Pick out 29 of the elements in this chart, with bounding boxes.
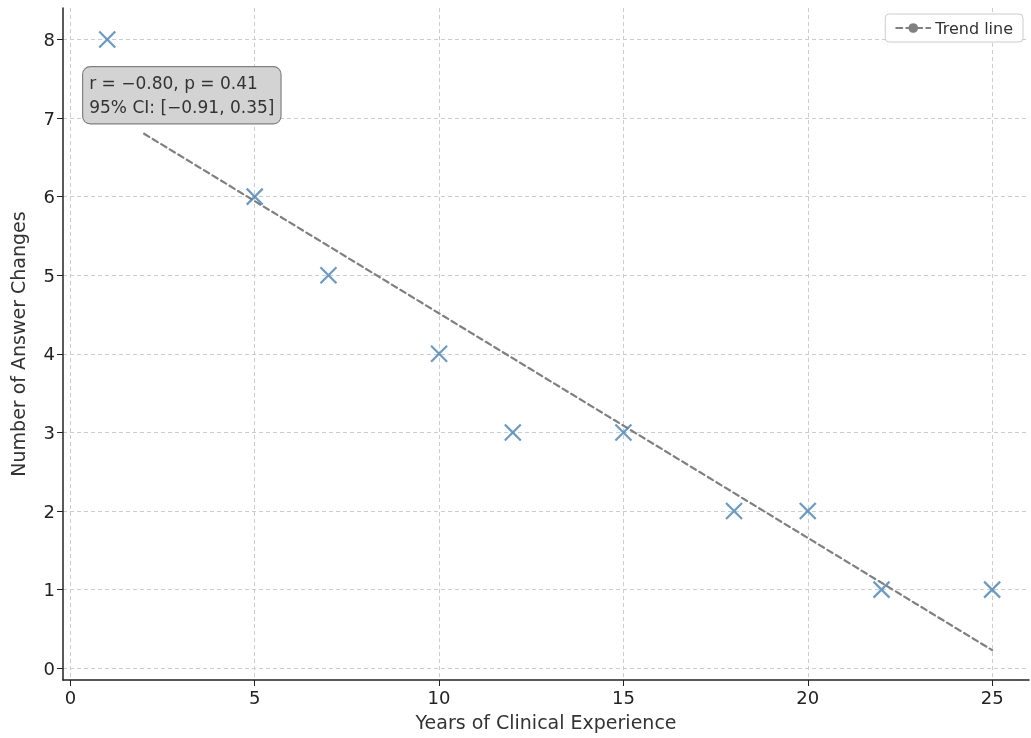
point [798, 501, 817, 521]
point [724, 501, 744, 521]
y-tick-label: 2 [43, 500, 55, 522]
y-tick-label: 8 [43, 28, 55, 50]
x-tick-label: 20 [796, 686, 820, 708]
point [614, 423, 633, 442]
legend-label: Trend line [934, 18, 1013, 38]
point [872, 580, 891, 599]
point [98, 30, 117, 49]
y-tick-label: 0 [43, 657, 55, 679]
y-tick-label: 6 [43, 186, 55, 208]
x-tick-label: 25 [980, 686, 1004, 708]
x-axis-title: Years of Clinical Experience [414, 710, 677, 733]
y-tick-label: 3 [43, 421, 55, 443]
point [983, 580, 1002, 599]
y-tick-label: 4 [43, 343, 55, 365]
y-tick-label: 5 [43, 264, 55, 286]
point [503, 423, 522, 442]
x-tick-label: 5 [249, 686, 261, 708]
y-tick-label: 1 [43, 579, 55, 601]
point [245, 187, 264, 206]
annotation: r = −0.80, p = 0.41 95% CI: [−0.91, 0.35] [89, 73, 275, 118]
y-tick-label: 7 [43, 107, 55, 129]
point [319, 266, 338, 285]
x-tick-label: 15 [611, 686, 635, 708]
x-tick-label: 0 [64, 686, 77, 708]
point [429, 344, 449, 363]
y-axis-title: Number of Answer Changes [6, 211, 29, 477]
x-tick-label: 10 [427, 686, 451, 708]
